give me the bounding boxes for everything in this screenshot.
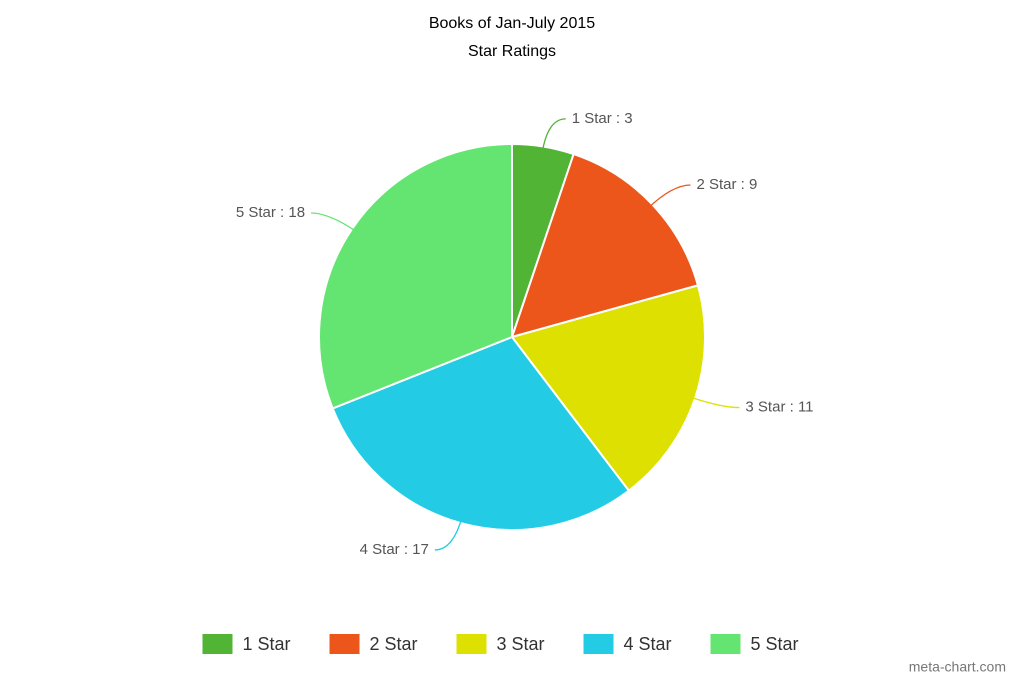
chart-title: Books of Jan-July 2015: [429, 15, 595, 32]
label-connector: [689, 396, 740, 409]
label-connector: [647, 184, 691, 209]
data-label: 1 Star : 3: [572, 110, 633, 127]
legend-swatch: [202, 634, 233, 654]
chart-subtitle: Star Ratings: [468, 43, 556, 60]
label-connector: [541, 118, 566, 153]
data-label: 4 Star : 17: [360, 541, 429, 558]
label-connector: [311, 212, 358, 233]
legend-label: 4 Star: [624, 634, 672, 654]
data-label: 5 Star : 18: [236, 204, 305, 221]
legend-swatch: [329, 634, 360, 654]
legend-swatch: [710, 634, 741, 654]
data-label: 2 Star : 9: [696, 176, 757, 193]
data-label: 3 Star : 11: [745, 399, 813, 416]
legend-label: 3 Star: [497, 634, 545, 654]
legend-label: 2 Star: [370, 634, 418, 654]
legend-swatch: [456, 634, 487, 654]
legend-label: 1 Star: [243, 634, 291, 654]
legend-label: 5 Star: [751, 634, 799, 654]
legend-swatch: [583, 634, 614, 654]
credit: meta-chart.com: [909, 659, 1006, 675]
label-connector: [434, 517, 463, 551]
